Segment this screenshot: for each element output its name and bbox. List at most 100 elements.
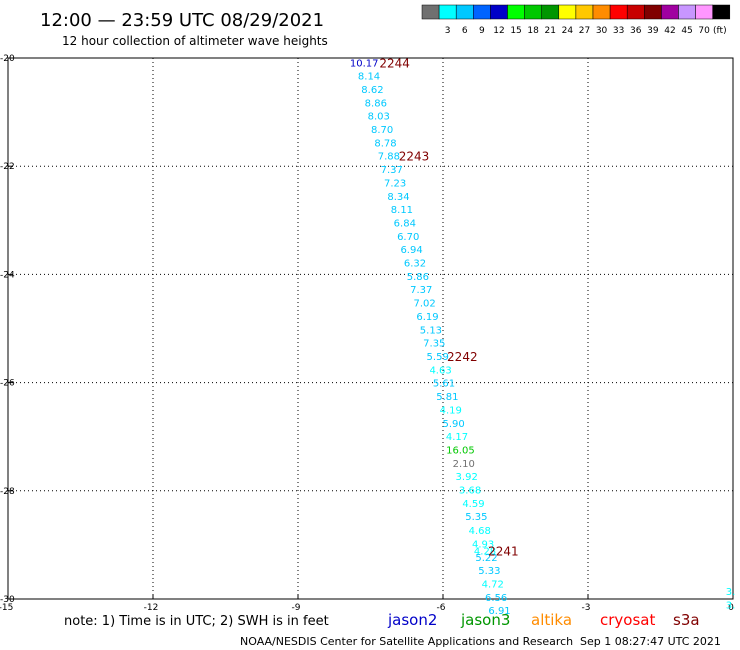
colorbar-label: 21 <box>545 26 556 36</box>
swh-value-label: 10.17 <box>350 58 379 69</box>
colorbar-label: 15 <box>510 26 521 36</box>
swh-value-label: 6.56 <box>485 593 507 604</box>
x-tick-label: -6 <box>437 603 446 613</box>
swh-value-label: 8.14 <box>358 71 380 82</box>
swh-value-label: 7.37 <box>410 285 432 296</box>
colorbar-swatch <box>712 4 731 20</box>
pass-number-label: 2244 <box>379 56 410 70</box>
colorbar-swatch <box>661 4 679 20</box>
colorbar-label: 42 <box>664 26 675 36</box>
colorbar-label: 36 <box>630 26 642 36</box>
colorbar-label: 3 <box>445 26 451 36</box>
swh-value-label: 4.63 <box>429 366 451 377</box>
swh-value-label: 5.33 <box>478 566 500 577</box>
swh-value-label: 7.23 <box>384 178 406 189</box>
swh-value-label: 3.92 <box>456 472 478 483</box>
x-tick-label: 0 <box>728 603 734 613</box>
swh-value-label: 6.84 <box>394 218 416 229</box>
colorbar-swatch <box>490 4 508 20</box>
swh-value-label: 5.59 <box>427 352 449 363</box>
swh-value-label: 6.94 <box>400 245 422 256</box>
colorbar-swatch <box>507 4 525 20</box>
plot-frame <box>7 57 734 600</box>
swh-value-label: 6.70 <box>397 232 419 243</box>
chart-title: 12:00 — 23:59 UTC 08/29/2021 <box>40 10 324 31</box>
colorbar-label: 39 <box>647 26 659 36</box>
colorbar-swatch <box>592 4 611 20</box>
colorbar-label: 9 <box>479 26 485 36</box>
plot-area: -15 -12 -9 -6 -3 0-20-22-24-26-28-3010.178.14… <box>0 54 735 617</box>
x-tick-label: -9 <box>292 603 301 613</box>
swh-value-label: 3.68 <box>459 486 481 497</box>
colorbar-label: 27 <box>579 26 590 36</box>
swh-value-label: 3. <box>726 600 736 611</box>
y-tick-label: -30 <box>0 595 15 605</box>
swh-value-label: 4.19 <box>440 406 462 417</box>
swh-value-label: 8.70 <box>371 125 393 136</box>
colorbar-swatch <box>575 4 594 20</box>
satellite-name-s3a: s3a <box>673 611 700 629</box>
swh-value-label: 2.10 <box>453 459 475 470</box>
colorbar-swatch <box>473 4 491 20</box>
colorbar-swatch <box>455 4 474 20</box>
colorbar-swatch <box>541 4 560 20</box>
colorbar-swatch <box>678 4 696 20</box>
colorbar-swatch <box>524 4 542 20</box>
swh-value-label: 5.13 <box>420 326 442 337</box>
swh-value-label: 5.22 <box>475 553 497 564</box>
satellite-name-jason2: jason2 <box>387 611 437 629</box>
pass-number-label: 2241 <box>488 544 519 558</box>
swh-value-label: 8.86 <box>365 98 387 109</box>
satellite-name-jason3: jason3 <box>460 611 510 629</box>
swh-value-label: 6.32 <box>404 258 426 269</box>
colorbar-label: 45 <box>681 26 692 36</box>
swh-value-label: 7.35 <box>423 339 445 350</box>
swh-value-label: 5.61 <box>433 379 455 390</box>
colorbar-label: 18 <box>527 26 539 36</box>
swh-value-label: 5.86 <box>407 272 429 283</box>
colorbar-label: 24 <box>562 26 574 36</box>
colorbar-swatch <box>626 4 645 20</box>
credit-text: NOAA/NESDIS Center for Satellite Applica… <box>240 635 573 648</box>
x-tick-label: -12 <box>144 603 159 613</box>
colorbar-swatch <box>558 4 577 20</box>
swh-value-label: 4.59 <box>462 499 484 510</box>
colorbar-swatch <box>609 4 628 20</box>
swh-value-label: 3. <box>726 587 736 598</box>
colorbar-label: 6 <box>462 26 468 36</box>
colorbar-swatch <box>695 4 713 20</box>
swh-value-label: 5.81 <box>436 392 458 403</box>
swh-value-label: 16.05 <box>446 446 475 457</box>
colorbar-unit: (ft) <box>713 26 727 36</box>
y-tick-label: -26 <box>0 379 15 389</box>
swh-value-label: 4.17 <box>446 432 468 443</box>
swh-value-label: 6.91 <box>488 606 510 617</box>
colorbar-swatch <box>421 4 440 20</box>
swh-value-label: 4.72 <box>482 579 504 590</box>
swh-value-label: 7.88 <box>378 151 400 162</box>
swh-value-label: 7.37 <box>381 165 403 176</box>
colorbar-swatch <box>644 4 662 20</box>
colorbar-label: 70 <box>698 26 710 36</box>
swh-value-label: 8.34 <box>387 192 409 203</box>
colorbar-label: 12 <box>493 26 504 36</box>
swh-value-label: 4.93 <box>472 539 494 550</box>
satellite-name-altika: altika <box>531 611 572 629</box>
pass-number-label: 2243 <box>399 149 430 163</box>
y-tick-label: -20 <box>0 54 15 64</box>
color-legend: 3 6 9 12 15 18 21 24 27 30 33 36 39 42 45 70 (ft) <box>421 4 731 36</box>
swh-value-label: 5.90 <box>443 419 465 430</box>
swh-value-label: 8.78 <box>374 138 396 149</box>
satellite-legend: jason2 jason3 altika cryosat s3a <box>387 611 700 629</box>
x-tick-label: -15 <box>0 603 13 613</box>
y-tick-label: -24 <box>0 270 15 280</box>
swh-value-label: 7.02 <box>414 299 436 310</box>
colorbar-label: 30 <box>596 26 608 36</box>
swh-value-label: 8.62 <box>361 85 383 96</box>
swh-value-label: 4.68 <box>469 526 491 537</box>
colorbar-swatch <box>438 4 457 20</box>
footnote: note: 1) Time is in UTC; 2) SWH is in fe… <box>64 614 329 629</box>
swh-value-label: 8.03 <box>368 111 390 122</box>
timestamp-text: Sep 1 08:27:47 UTC 2021 <box>580 635 721 648</box>
